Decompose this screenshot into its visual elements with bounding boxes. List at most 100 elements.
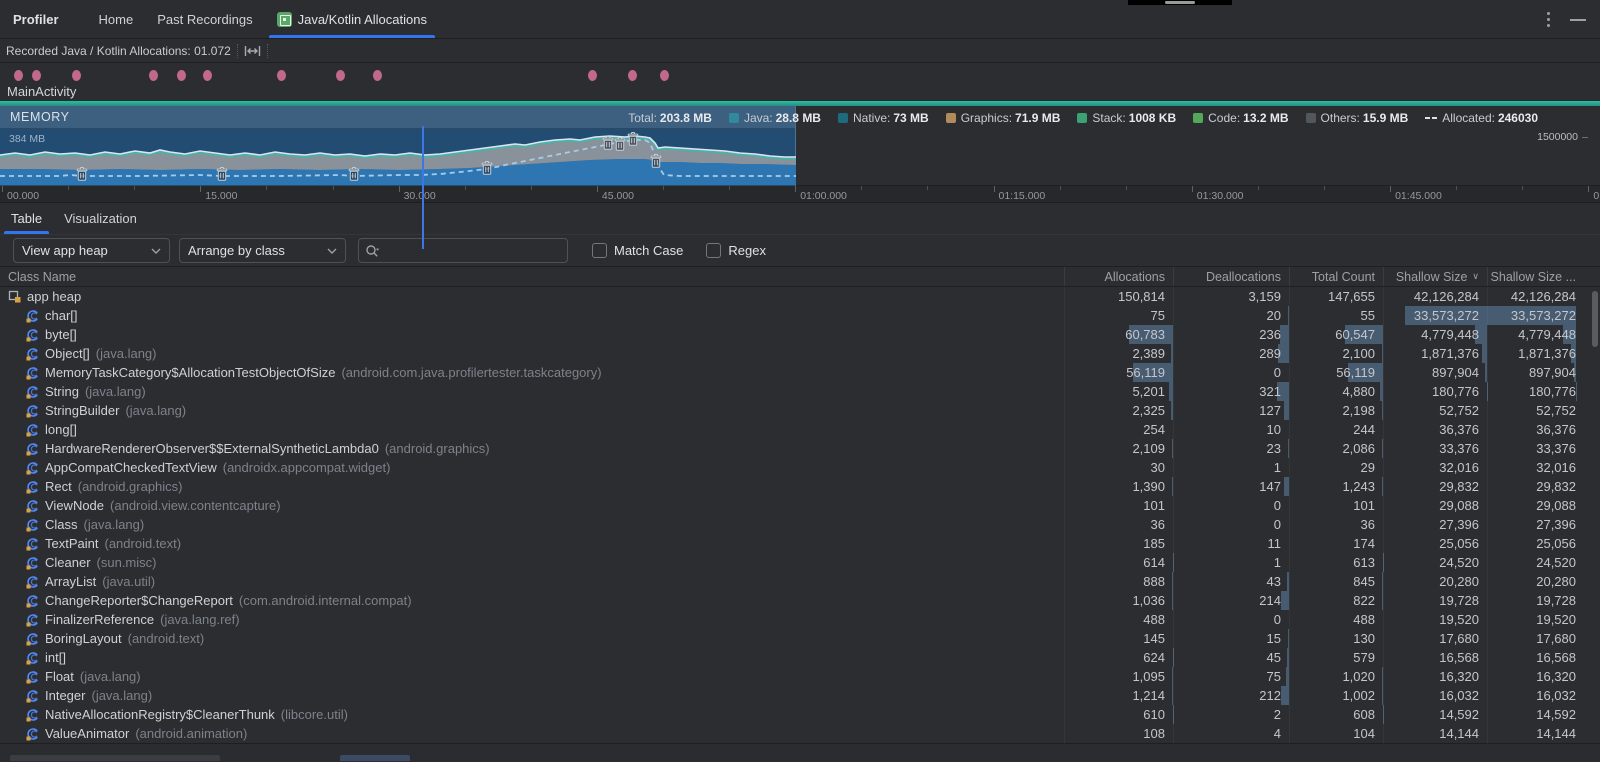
tab-visualization[interactable]: Visualization — [53, 203, 148, 234]
allocation-event-dot[interactable] — [32, 70, 41, 81]
heap-select-dropdown[interactable]: View app heap — [13, 238, 170, 263]
table-row[interactable]: Class(java.lang)3603627,39627,396 — [0, 515, 1600, 534]
value-text: 1,036 — [1132, 591, 1165, 610]
regex-checkbox[interactable]: Regex — [706, 243, 766, 258]
class-name-cell[interactable]: Integer(java.lang) — [0, 688, 1064, 703]
value-cell-dealloc: 289 — [1173, 344, 1289, 363]
class-name-cell[interactable]: long[] — [0, 422, 1064, 437]
table-row[interactable]: Cleaner(sun.misc)614161324,52024,520 — [0, 553, 1600, 572]
table-row[interactable]: Rect(android.graphics)1,3901471,24329,83… — [0, 477, 1600, 496]
class-name-cell[interactable]: BoringLayout(android.text) — [0, 631, 1064, 646]
class-name-text: ArrayList — [45, 574, 96, 589]
memory-legend: Total:203.8 MBJava:28.8 MBNative:73 MBGr… — [628, 110, 1538, 126]
value-text: 2,198 — [1342, 401, 1375, 420]
tab-table[interactable]: Table — [0, 203, 53, 234]
timeline-selection-line[interactable] — [422, 126, 424, 249]
value-cell-total: 579 — [1289, 648, 1383, 667]
tab-past-recordings[interactable]: Past Recordings — [145, 0, 264, 38]
table-row[interactable]: FinalizerReference(java.lang.ref)4880488… — [0, 610, 1600, 629]
table-row[interactable]: int[]6244557916,56816,568 — [0, 648, 1600, 667]
tab-java-kotlin-allocations[interactable]: Java/Kotlin Allocations — [265, 0, 439, 38]
value-text: 20,280 — [1536, 572, 1576, 591]
table-row[interactable]: StringBuilder(java.lang)2,3251272,19852,… — [0, 401, 1600, 420]
class-name-cell[interactable]: Cleaner(sun.misc) — [0, 555, 1064, 570]
column-header-total-count[interactable]: Total Count — [1289, 267, 1383, 286]
table-row[interactable]: String(java.lang)5,2013214,880180,776180… — [0, 382, 1600, 401]
memory-y-axis-label: 384 MB — [9, 133, 45, 145]
class-name-cell[interactable]: String(java.lang) — [0, 384, 1064, 399]
class-name-cell[interactable]: char[] — [0, 308, 1064, 323]
allocation-event-dot[interactable] — [177, 70, 186, 81]
tab-home[interactable]: Home — [87, 0, 146, 38]
class-name-cell[interactable]: app heap — [0, 289, 1064, 304]
class-name-cell[interactable]: NativeAllocationRegistry$CleanerThunk(li… — [0, 707, 1064, 722]
value-cell-alloc: 614 — [1064, 553, 1173, 572]
allocation-event-dot[interactable] — [277, 70, 286, 81]
match-case-checkbox[interactable]: Match Case — [592, 243, 683, 258]
class-name-cell[interactable]: ViewNode(android.view.contentcapture) — [0, 498, 1064, 513]
table-row[interactable]: Float(java.lang)1,095751,02016,32016,320 — [0, 667, 1600, 686]
allocation-event-dot[interactable] — [203, 70, 212, 81]
table-row[interactable]: byte[]60,78323660,5474,779,4484,779,448 — [0, 325, 1600, 344]
table-row[interactable]: long[]2541024436,37636,376 — [0, 420, 1600, 439]
allocation-event-dot[interactable] — [14, 70, 23, 81]
search-field[interactable] — [358, 238, 568, 263]
table-row[interactable]: AppCompatCheckedTextView(androidx.appcom… — [0, 458, 1600, 477]
allocation-event-dot[interactable] — [72, 70, 81, 81]
class-name-cell[interactable]: Float(java.lang) — [0, 669, 1064, 684]
more-options-icon[interactable] — [1547, 12, 1550, 27]
allocation-event-dot[interactable] — [336, 70, 345, 81]
allocation-event-dot[interactable] — [149, 70, 158, 81]
class-name-cell[interactable]: Object[](java.lang) — [0, 346, 1064, 361]
allocation-event-dot[interactable] — [373, 70, 382, 81]
table-row[interactable]: Integer(java.lang)1,2142121,00216,03216,… — [0, 686, 1600, 705]
memory-area-chart[interactable] — [0, 129, 796, 185]
class-name-cell[interactable]: MemoryTaskCategory$AllocationTestObjectO… — [0, 365, 1064, 380]
class-name-cell[interactable]: ChangeReporter$ChangeReport(com.android.… — [0, 593, 1064, 608]
column-header-deallocations[interactable]: Deallocations — [1173, 267, 1289, 286]
table-row[interactable]: NativeAllocationRegistry$CleanerThunk(li… — [0, 705, 1600, 724]
table-row[interactable]: ChangeReporter$ChangeReport(com.android.… — [0, 591, 1600, 610]
class-name-cell[interactable]: byte[] — [0, 327, 1064, 342]
allocation-event-dot[interactable] — [588, 70, 597, 81]
table-row[interactable]: ViewNode(android.view.contentcapture)101… — [0, 496, 1600, 515]
column-header-shallow-size[interactable]: Shallow Size∨ — [1383, 267, 1487, 286]
value-text: 33,376 — [1536, 439, 1576, 458]
table-row[interactable]: char[]75205533,573,27233,573,272 — [0, 306, 1600, 325]
table-row[interactable]: Object[](java.lang)2,3892892,1001,871,37… — [0, 344, 1600, 363]
class-name-cell[interactable]: int[] — [0, 650, 1064, 665]
allocation-event-dot[interactable] — [628, 70, 637, 81]
column-header-allocations[interactable]: Allocations — [1064, 267, 1173, 286]
table-row[interactable]: ArrayList(java.util)8884384520,28020,280 — [0, 572, 1600, 591]
class-name-cell[interactable]: Class(java.lang) — [0, 517, 1064, 532]
search-input[interactable] — [383, 243, 561, 258]
table-row[interactable]: TextPaint(android.text)1851117425,05625,… — [0, 534, 1600, 553]
table-row[interactable]: BoringLayout(android.text)1451513017,680… — [0, 629, 1600, 648]
table-row[interactable]: ValueAnimator(android.animation)10841041… — [0, 724, 1600, 743]
allocation-event-dot[interactable] — [660, 70, 669, 81]
class-name-cell[interactable]: Rect(android.graphics) — [0, 479, 1064, 494]
column-header-class-name[interactable]: Class Name — [0, 267, 1064, 286]
zoom-to-fit-icon[interactable] — [244, 45, 261, 57]
table-row[interactable]: HardwareRendererObserver$$ExternalSynthe… — [0, 439, 1600, 458]
column-header-shallow-size-remaining[interactable]: Shallow Size ... — [1487, 267, 1600, 286]
class-name-cell[interactable]: HardwareRendererObserver$$ExternalSynthe… — [0, 441, 1064, 456]
class-name-cell[interactable]: StringBuilder(java.lang) — [0, 403, 1064, 418]
table-row[interactable]: app heap150,8143,159147,65542,126,28442,… — [0, 287, 1600, 306]
value-cell-shallow: 42,126,284 — [1383, 287, 1487, 306]
package-name-text: (android.animation) — [135, 726, 247, 741]
value-cell-alloc: 624 — [1064, 648, 1173, 667]
legend-label: Others: — [1321, 111, 1360, 125]
class-name-cell[interactable]: FinalizerReference(java.lang.ref) — [0, 612, 1064, 627]
class-name-cell[interactable]: AppCompatCheckedTextView(androidx.appcom… — [0, 460, 1064, 475]
garbage-collection-icon — [217, 168, 227, 181]
value-text: 14,592 — [1536, 705, 1576, 724]
minimize-icon[interactable] — [1570, 19, 1586, 21]
class-name-cell[interactable]: TextPaint(android.text) — [0, 536, 1064, 551]
class-name-cell[interactable]: ValueAnimator(android.animation) — [0, 726, 1064, 741]
arrange-by-dropdown[interactable]: Arrange by class — [179, 238, 346, 263]
value-cell-alloc: 1,036 — [1064, 591, 1173, 610]
class-name-cell[interactable]: ArrayList(java.util) — [0, 574, 1064, 589]
view-tabs: Table Visualization — [0, 203, 1600, 235]
table-row[interactable]: MemoryTaskCategory$AllocationTestObjectO… — [0, 363, 1600, 382]
